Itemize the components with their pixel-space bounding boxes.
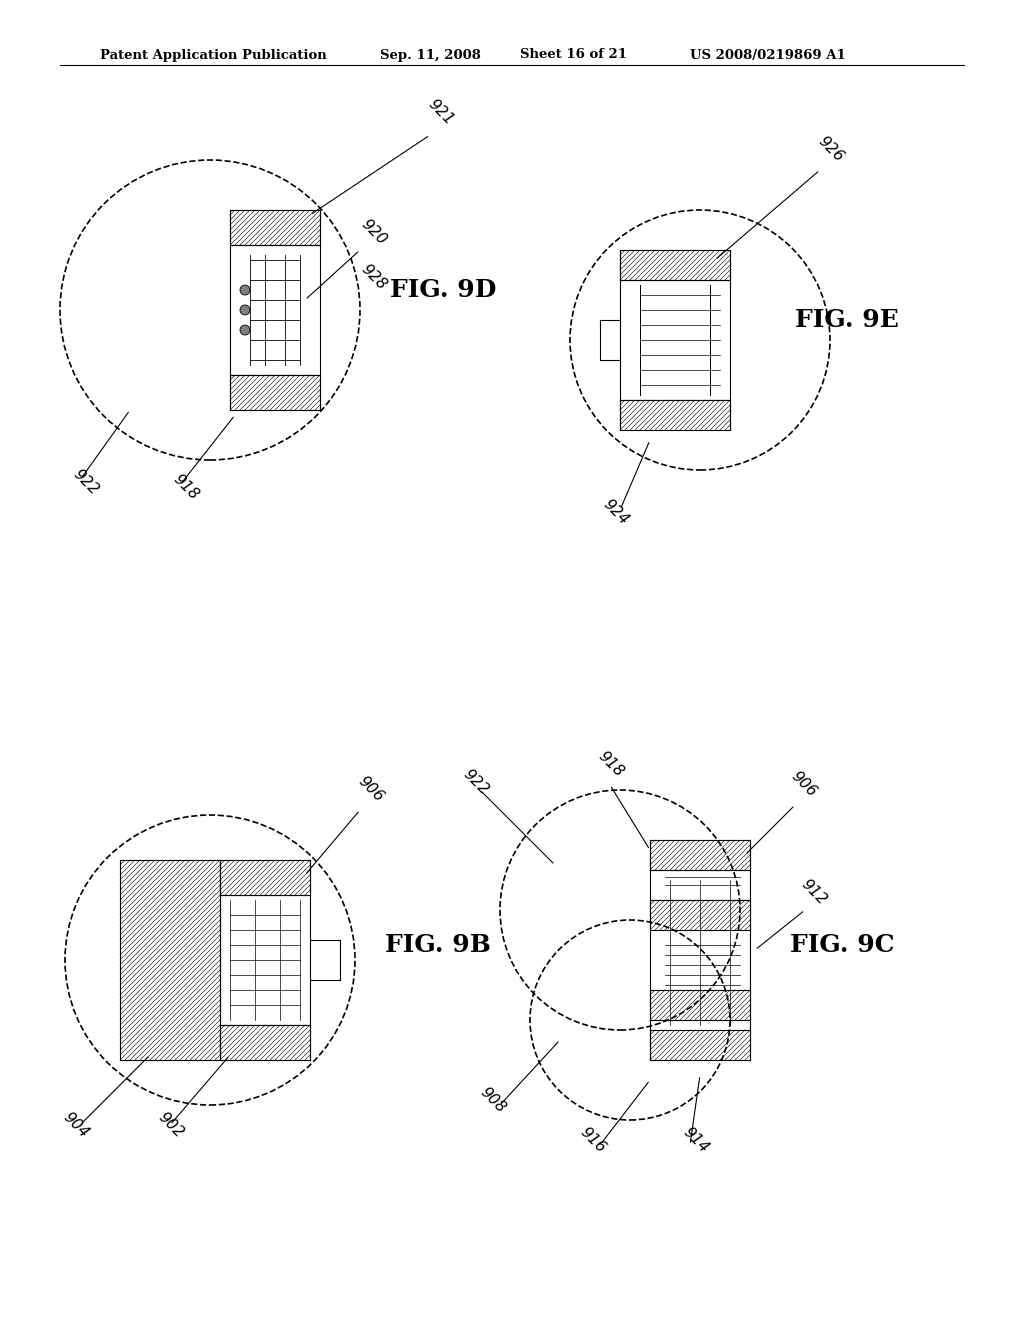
- Text: 918: 918: [595, 748, 627, 780]
- Text: Sheet 16 of 21: Sheet 16 of 21: [520, 49, 627, 62]
- Text: 908: 908: [477, 1085, 508, 1115]
- Text: 922: 922: [460, 767, 492, 799]
- Text: 926: 926: [815, 133, 846, 165]
- Circle shape: [240, 305, 250, 315]
- Text: Sep. 11, 2008: Sep. 11, 2008: [380, 49, 481, 62]
- Text: FIG. 9B: FIG. 9B: [385, 933, 490, 957]
- Text: 924: 924: [600, 496, 631, 528]
- Text: FIG. 9D: FIG. 9D: [390, 279, 497, 302]
- Text: 928: 928: [358, 261, 389, 293]
- Text: 918: 918: [170, 471, 202, 503]
- Text: 906: 906: [788, 768, 819, 800]
- Text: 912: 912: [798, 876, 829, 908]
- Text: 902: 902: [155, 1110, 186, 1140]
- Text: 916: 916: [577, 1125, 608, 1156]
- Text: US 2008/0219869 A1: US 2008/0219869 A1: [690, 49, 846, 62]
- Text: 904: 904: [60, 1110, 91, 1140]
- Circle shape: [240, 285, 250, 294]
- Text: 922: 922: [70, 467, 101, 498]
- Text: FIG. 9C: FIG. 9C: [790, 933, 895, 957]
- Text: Patent Application Publication: Patent Application Publication: [100, 49, 327, 62]
- Text: 906: 906: [355, 774, 386, 805]
- Text: FIG. 9E: FIG. 9E: [795, 308, 899, 333]
- Text: 920: 920: [358, 216, 389, 248]
- Circle shape: [240, 325, 250, 335]
- Text: 914: 914: [680, 1125, 712, 1156]
- Text: 921: 921: [425, 96, 457, 128]
